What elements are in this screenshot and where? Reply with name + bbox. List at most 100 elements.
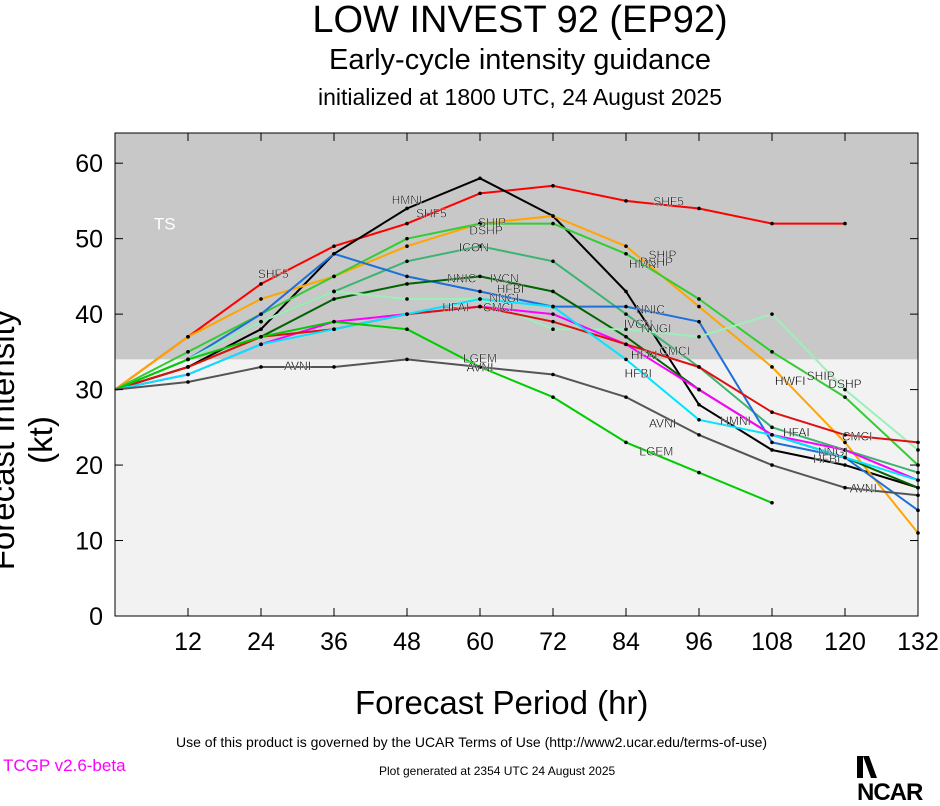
data-point: [259, 334, 263, 339]
y-tick-label: 50: [75, 226, 103, 254]
x-tick-label: 24: [247, 628, 275, 656]
data-point: [551, 372, 555, 377]
data-point: [697, 206, 701, 211]
data-point: [551, 221, 555, 226]
data-point: [697, 334, 701, 339]
series-label: AVNI: [850, 481, 877, 495]
data-point: [186, 372, 190, 377]
data-point: [697, 470, 701, 475]
series-label: LGEM: [463, 352, 497, 366]
data-point: [697, 319, 701, 324]
data-point: [478, 244, 482, 249]
data-point: [770, 365, 774, 369]
data-point: [843, 455, 847, 460]
data-point: [624, 304, 628, 309]
x-tick-label: 108: [751, 628, 793, 656]
data-point: [405, 282, 409, 286]
data-point: [332, 297, 336, 301]
series-label: SHF5: [416, 207, 447, 221]
series-label: DSHP: [828, 377, 861, 391]
chart-subtitle: Early-cycle intensity guidance: [328, 44, 711, 76]
data-point: [478, 289, 482, 294]
data-point: [697, 387, 701, 392]
data-point: [697, 365, 701, 369]
data-point: [843, 433, 847, 437]
data-point: [478, 176, 482, 181]
series-label: HMNI: [720, 414, 751, 428]
y-axis-label: Forecast Intensity (kt): [0, 309, 59, 571]
x-tick-label: 60: [466, 628, 494, 656]
data-point: [405, 206, 409, 211]
series-label: DSHP: [469, 223, 502, 237]
data-point: [332, 365, 336, 369]
data-point: [259, 319, 263, 324]
series-label: AVNI: [649, 416, 676, 430]
series-label: IVCN: [624, 317, 653, 331]
data-point: [259, 365, 263, 369]
band-below-ts: [115, 359, 918, 616]
data-point: [332, 244, 336, 249]
data-point: [770, 350, 774, 354]
data-point: [770, 425, 774, 430]
data-point: [770, 440, 774, 445]
data-point: [624, 289, 628, 294]
data-point: [332, 251, 336, 256]
series-label: SHF5: [653, 195, 684, 209]
series-label: CMCI: [659, 344, 690, 358]
data-point: [186, 334, 190, 339]
band-ts: [115, 133, 918, 360]
x-tick-label: 96: [685, 628, 713, 656]
series-label: HMNI: [392, 193, 423, 207]
x-tick-label: 132: [897, 628, 939, 656]
data-point: [551, 184, 555, 188]
series-label: DSHP: [640, 255, 673, 269]
series-label: SHIP: [648, 248, 676, 262]
terms-of-use-text: Use of this product is governed by the U…: [176, 734, 768, 750]
chart-title: LOW INVEST 92 (EP92): [312, 0, 728, 41]
data-point: [697, 297, 701, 301]
data-point: [259, 282, 263, 286]
series-lines: [114, 177, 919, 534]
series-label: NNGI: [489, 291, 519, 305]
data-point: [405, 236, 409, 241]
series-label: SHF5: [258, 267, 289, 281]
ncar-logo-mark: [857, 756, 877, 778]
x-tick-label: 120: [824, 628, 866, 656]
data-point: [624, 244, 628, 249]
series-label: NNIC: [447, 272, 477, 286]
data-point: [624, 395, 628, 399]
band-label: TS: [154, 215, 176, 234]
data-point: [624, 440, 628, 445]
x-tick-label: 48: [393, 628, 421, 656]
series-line-hmni: [114, 177, 919, 489]
series-label: CMCI: [483, 300, 514, 314]
data-point: [624, 334, 628, 339]
series-label: NNGI: [818, 445, 848, 459]
data-point: [843, 221, 847, 226]
data-point: [697, 433, 701, 437]
data-point: [551, 312, 555, 316]
data-point: [624, 251, 628, 256]
series-label: AVNI: [284, 359, 311, 373]
data-point: [551, 327, 555, 332]
data-point: [405, 297, 409, 301]
data-point: [624, 327, 628, 332]
generated-timestamp: Plot generated at 2354 UTC 24 August 202…: [379, 764, 616, 778]
data-point: [624, 312, 628, 316]
data-point: [843, 448, 847, 452]
data-point: [405, 357, 409, 362]
series-label: NNGI: [641, 321, 671, 335]
x-tick-label: 72: [539, 628, 567, 656]
data-point: [770, 410, 774, 415]
series-line-lgem: [114, 320, 773, 504]
series-line-ship: [114, 215, 919, 534]
data-point: [405, 274, 409, 279]
axes: 12 24 36 48 60 72 84 96 108 120 132 0 10 20 30 40 50 60: [75, 133, 939, 656]
data-point: [770, 221, 774, 226]
data-point: [843, 395, 847, 399]
data-point: [186, 350, 190, 354]
data-point: [770, 312, 774, 316]
data-point: [843, 387, 847, 392]
